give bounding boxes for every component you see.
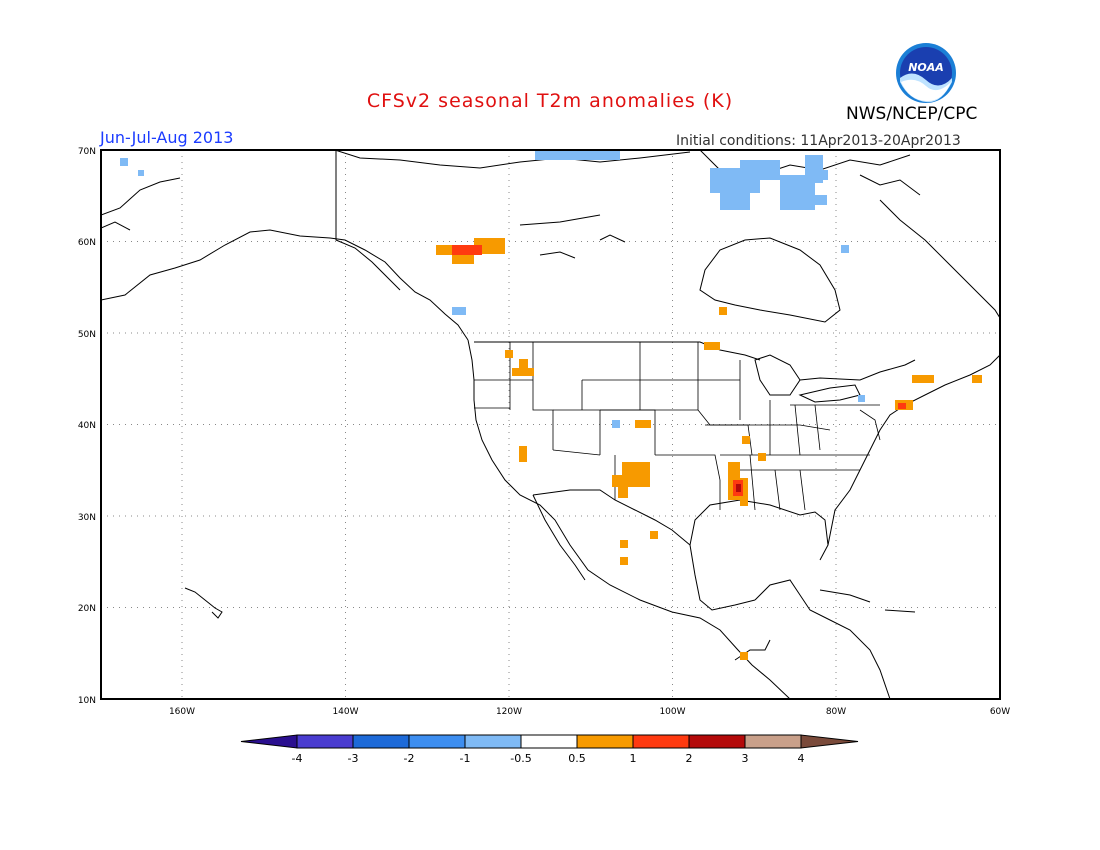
colorbar-segment: [632, 734, 690, 749]
colorbar-segment: [296, 734, 354, 749]
colorbar-segment: [688, 734, 746, 749]
lon-label: 60W: [990, 707, 1010, 717]
colorbar-segment: [464, 734, 522, 749]
lon-label: 80W: [826, 707, 846, 717]
lat-label: 70N: [78, 147, 96, 157]
colorbar-label: -0.5: [510, 752, 531, 765]
colorbar-segment: [240, 734, 298, 749]
colorbar-label: 0.5: [568, 752, 586, 765]
lat-label: 10N: [78, 696, 96, 706]
grid-lines: [101, 150, 1000, 699]
state-borders: [474, 342, 881, 511]
colorbar-segment: [408, 734, 466, 749]
lon-label: 160W: [169, 707, 195, 717]
colorbar-segment: [352, 734, 410, 749]
initial-conditions-label: Initial conditions: 11Apr2013-20Apr2013: [676, 133, 961, 149]
anomaly-cells: [120, 150, 982, 660]
noaa-logo-icon: NOAA: [896, 43, 956, 103]
logo-text: NOAA: [908, 61, 944, 74]
colorbar-label: 2: [686, 752, 693, 765]
agency-label: NWS/NCEP/CPC: [846, 104, 978, 124]
colorbar-label: -4: [292, 752, 303, 765]
colorbar: [240, 734, 859, 749]
colorbar-label: 4: [798, 752, 805, 765]
lon-label: 100W: [659, 707, 685, 717]
colorbar-label: -2: [404, 752, 415, 765]
colorbar-segment: [576, 734, 634, 749]
lat-label: 60N: [78, 238, 96, 248]
lat-label: 40N: [78, 421, 96, 431]
lat-label: 30N: [78, 513, 96, 523]
latitude-labels: 10N 20N 30N 40N 50N 60N 70N: [78, 147, 96, 706]
longitude-labels: 160W 140W 120W 100W 80W 60W: [169, 707, 1010, 717]
colorbar-label: 1: [630, 752, 637, 765]
colorbar-label: -1: [460, 752, 471, 765]
lon-label: 120W: [496, 707, 522, 717]
lon-label: 140W: [332, 707, 358, 717]
chart-title: CFSv2 seasonal T2m anomalies (K): [366, 90, 734, 112]
colorbar-segment: [520, 734, 578, 749]
coastlines: [101, 150, 1000, 699]
colorbar-labels: -4 -3 -2 -1 -0.5 0.5 1 2 3 4: [292, 752, 805, 765]
lat-label: 20N: [78, 604, 96, 614]
colorbar-label: -3: [348, 752, 359, 765]
colorbar-segment: [744, 734, 802, 749]
lat-label: 50N: [78, 330, 96, 340]
colorbar-segment: [800, 734, 859, 749]
colorbar-label: 3: [742, 752, 749, 765]
season-label: Jun-Jul-Aug 2013: [100, 128, 234, 147]
map-frame: [100, 149, 1001, 700]
